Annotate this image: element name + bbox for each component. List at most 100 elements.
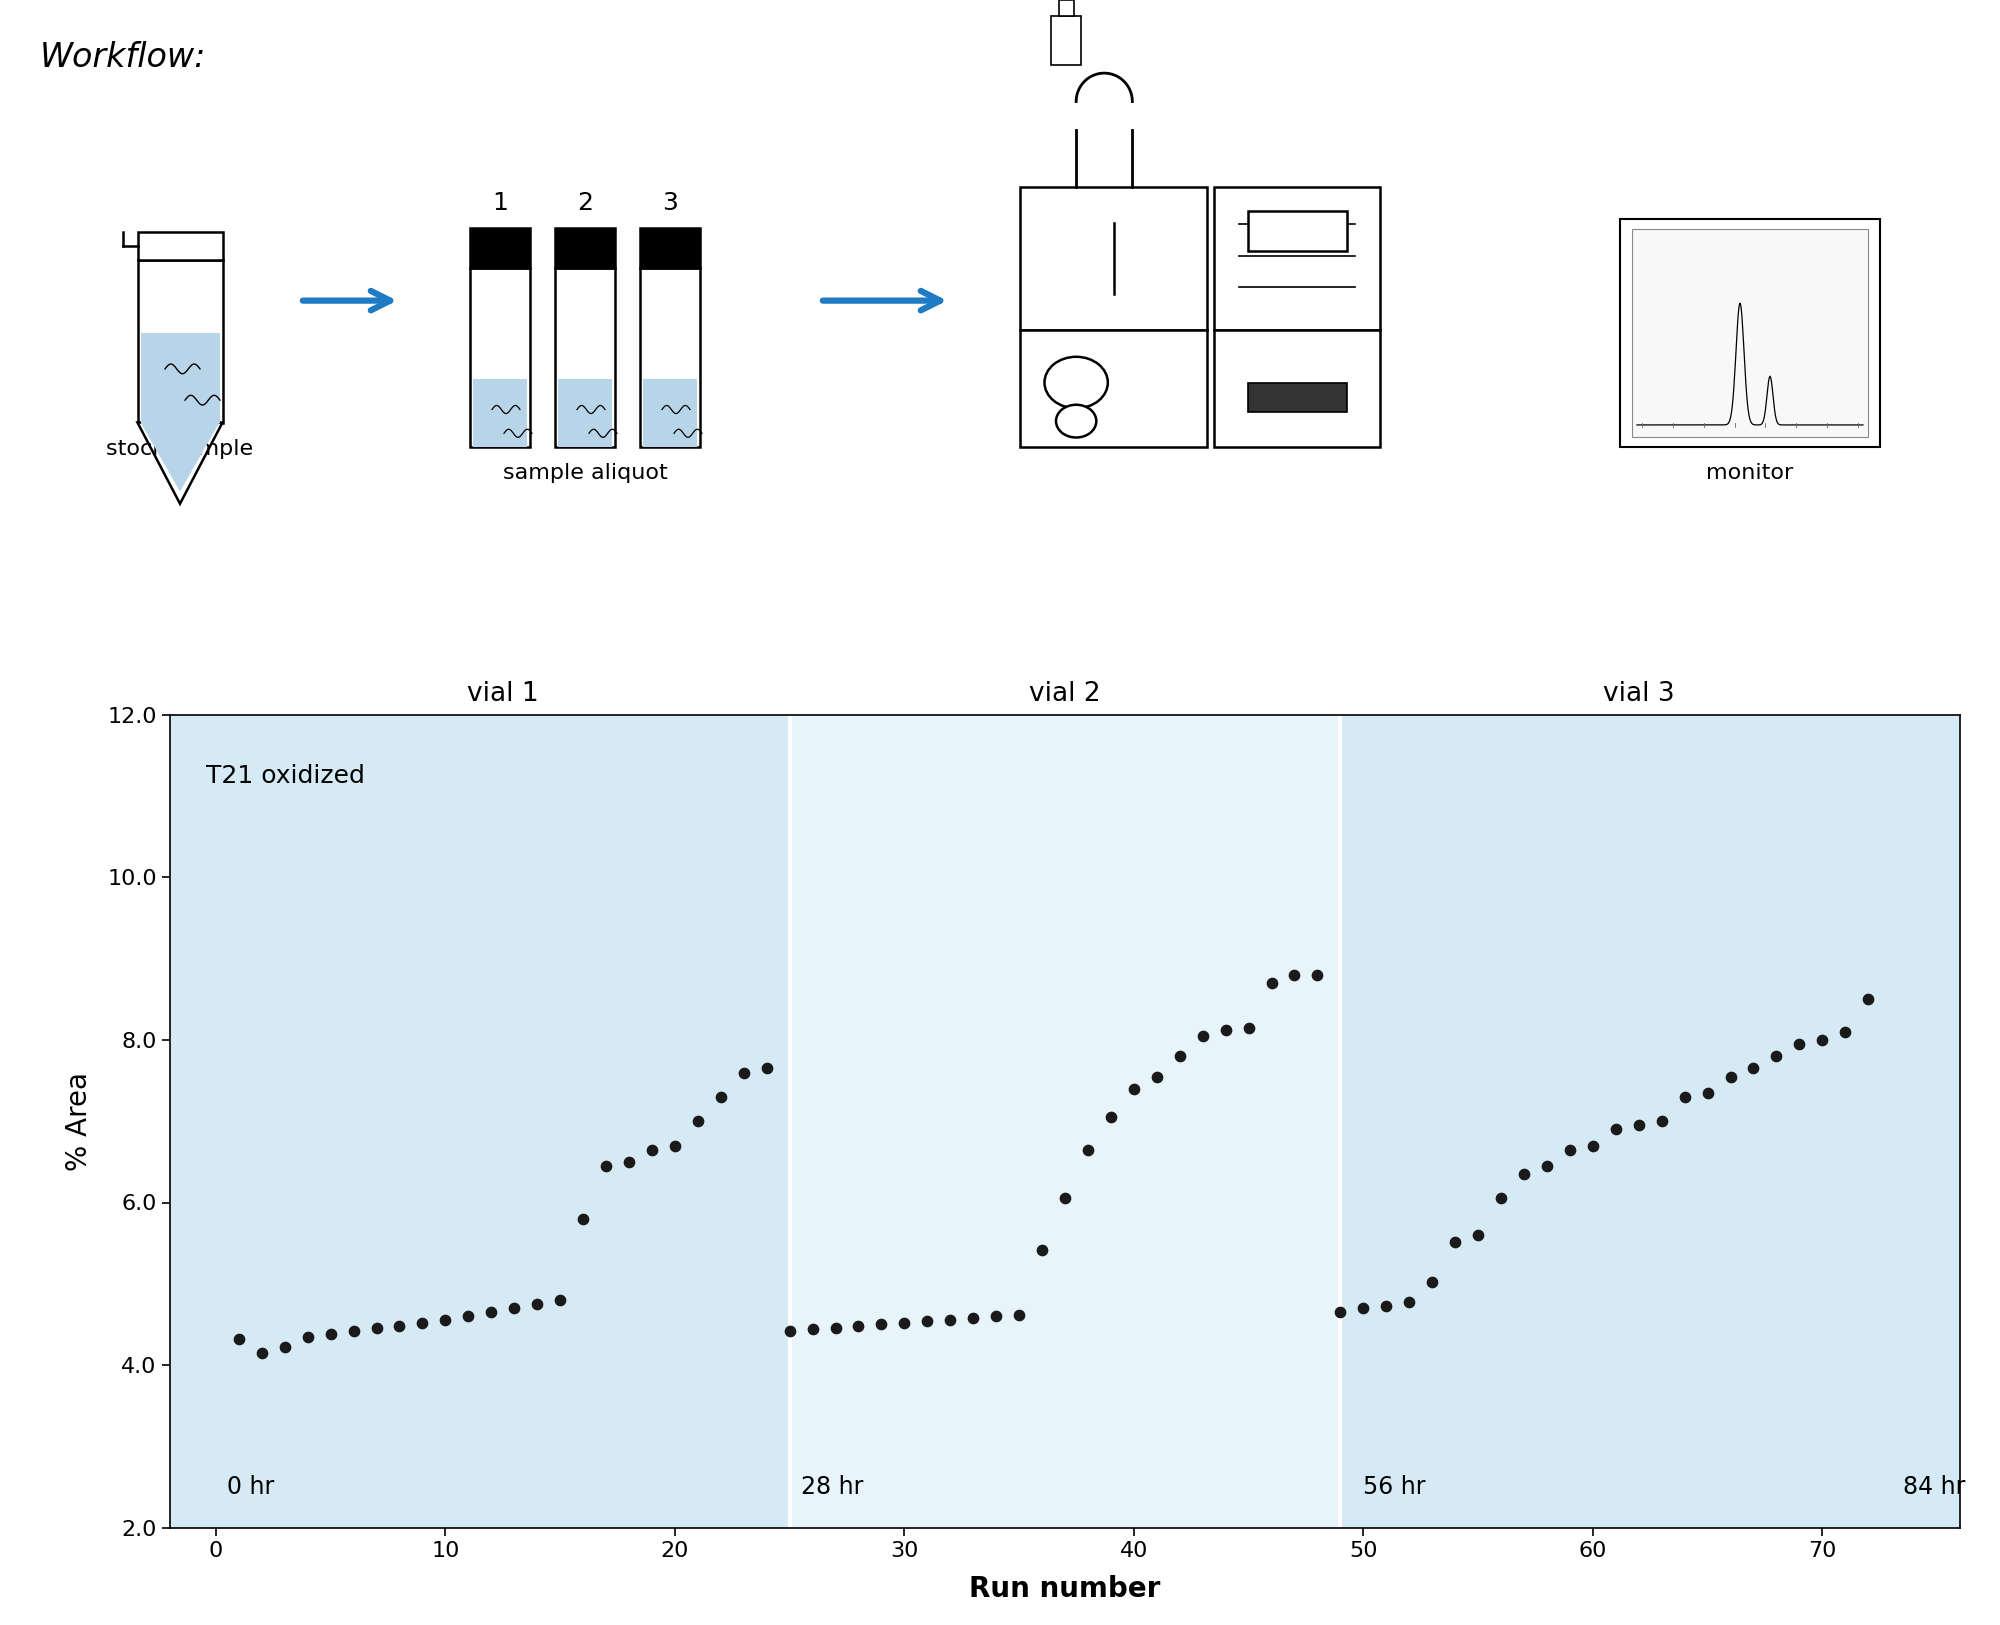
- Point: [1324, 1298, 1356, 1324]
- Point: [1714, 1063, 1746, 1089]
- Circle shape: [1056, 405, 1096, 437]
- Point: [1004, 1302, 1036, 1328]
- Bar: [1214, 187, 1380, 330]
- Point: [704, 1084, 736, 1110]
- Point: [1210, 1017, 1242, 1043]
- Point: [568, 1206, 600, 1232]
- Bar: [640, 228, 700, 268]
- Point: [1094, 1105, 1126, 1131]
- Point: [498, 1295, 530, 1321]
- Point: [658, 1133, 690, 1159]
- Text: 56 hr: 56 hr: [1364, 1476, 1426, 1498]
- Point: [1118, 1076, 1150, 1102]
- Point: [1508, 1160, 1540, 1186]
- Point: [1232, 1014, 1264, 1040]
- Point: [590, 1152, 622, 1178]
- Text: 84 hr: 84 hr: [1902, 1476, 1966, 1498]
- Bar: [1248, 382, 1346, 411]
- Point: [1394, 1289, 1426, 1315]
- Text: T21 oxidized: T21 oxidized: [206, 764, 364, 788]
- Point: [1370, 1292, 1402, 1318]
- Point: [934, 1306, 966, 1332]
- Bar: [644, 379, 698, 447]
- Point: [750, 1056, 782, 1082]
- Point: [1622, 1112, 1654, 1137]
- Polygon shape: [138, 422, 222, 504]
- Point: [1668, 1084, 1700, 1110]
- Circle shape: [1044, 358, 1108, 408]
- Bar: [1340, 715, 1960, 1528]
- Bar: [1058, 0, 1074, 16]
- Point: [338, 1318, 370, 1344]
- Point: [1278, 962, 1310, 988]
- Point: [522, 1290, 554, 1316]
- Point: [222, 1326, 254, 1352]
- Point: [1048, 1186, 1080, 1212]
- Point: [292, 1323, 324, 1349]
- Point: [246, 1339, 278, 1365]
- Y-axis label: % Area: % Area: [66, 1072, 94, 1170]
- Bar: [640, 268, 700, 447]
- Text: 3: 3: [662, 192, 678, 215]
- Bar: [170, 715, 790, 1528]
- Point: [1852, 986, 1884, 1012]
- Point: [1738, 1056, 1770, 1082]
- Point: [1486, 1186, 1518, 1212]
- Point: [1600, 1116, 1632, 1142]
- Text: vial 3: vial 3: [1602, 681, 1674, 707]
- Point: [384, 1313, 416, 1339]
- Point: [1256, 970, 1288, 996]
- Bar: [1248, 211, 1346, 252]
- Point: [1072, 1136, 1104, 1162]
- Point: [452, 1303, 484, 1329]
- Point: [476, 1298, 508, 1324]
- Point: [682, 1108, 714, 1134]
- Point: [842, 1313, 874, 1339]
- Point: [268, 1334, 300, 1360]
- Bar: [556, 268, 616, 447]
- Point: [314, 1321, 346, 1347]
- Point: [1026, 1237, 1058, 1263]
- Bar: [474, 379, 528, 447]
- Point: [1164, 1043, 1196, 1069]
- Text: sample aliquot: sample aliquot: [502, 463, 668, 483]
- Point: [912, 1308, 944, 1334]
- Point: [980, 1303, 1012, 1329]
- Bar: [556, 228, 616, 268]
- Point: [430, 1306, 462, 1332]
- Point: [1692, 1079, 1724, 1105]
- Point: [1348, 1295, 1380, 1321]
- Point: [866, 1311, 898, 1337]
- Bar: [470, 268, 530, 447]
- Text: monitor: monitor: [1706, 463, 1794, 483]
- Point: [1830, 1019, 1862, 1045]
- Text: 2: 2: [576, 192, 592, 215]
- Bar: [1620, 219, 1880, 447]
- Bar: [1020, 187, 1208, 330]
- Point: [1302, 962, 1334, 988]
- Bar: [138, 260, 222, 422]
- Bar: [558, 379, 612, 447]
- Point: [1784, 1030, 1816, 1056]
- Point: [1576, 1133, 1608, 1159]
- Point: [1140, 1063, 1172, 1089]
- Bar: [1632, 229, 1868, 437]
- Point: [774, 1318, 806, 1344]
- Point: [820, 1315, 852, 1341]
- Point: [1646, 1108, 1678, 1134]
- Point: [406, 1310, 438, 1336]
- Bar: [1020, 330, 1208, 447]
- Text: stock sample: stock sample: [106, 439, 254, 458]
- Point: [1760, 1043, 1792, 1069]
- Bar: [1052, 16, 1082, 65]
- Bar: [1214, 330, 1380, 447]
- Bar: [138, 231, 222, 260]
- Point: [1462, 1222, 1494, 1248]
- Text: Workflow:: Workflow:: [40, 41, 206, 73]
- X-axis label: Run number: Run number: [970, 1575, 1160, 1602]
- Text: 1: 1: [492, 192, 508, 215]
- Point: [636, 1136, 668, 1162]
- Point: [796, 1316, 828, 1342]
- Point: [1806, 1027, 1838, 1053]
- Point: [544, 1287, 576, 1313]
